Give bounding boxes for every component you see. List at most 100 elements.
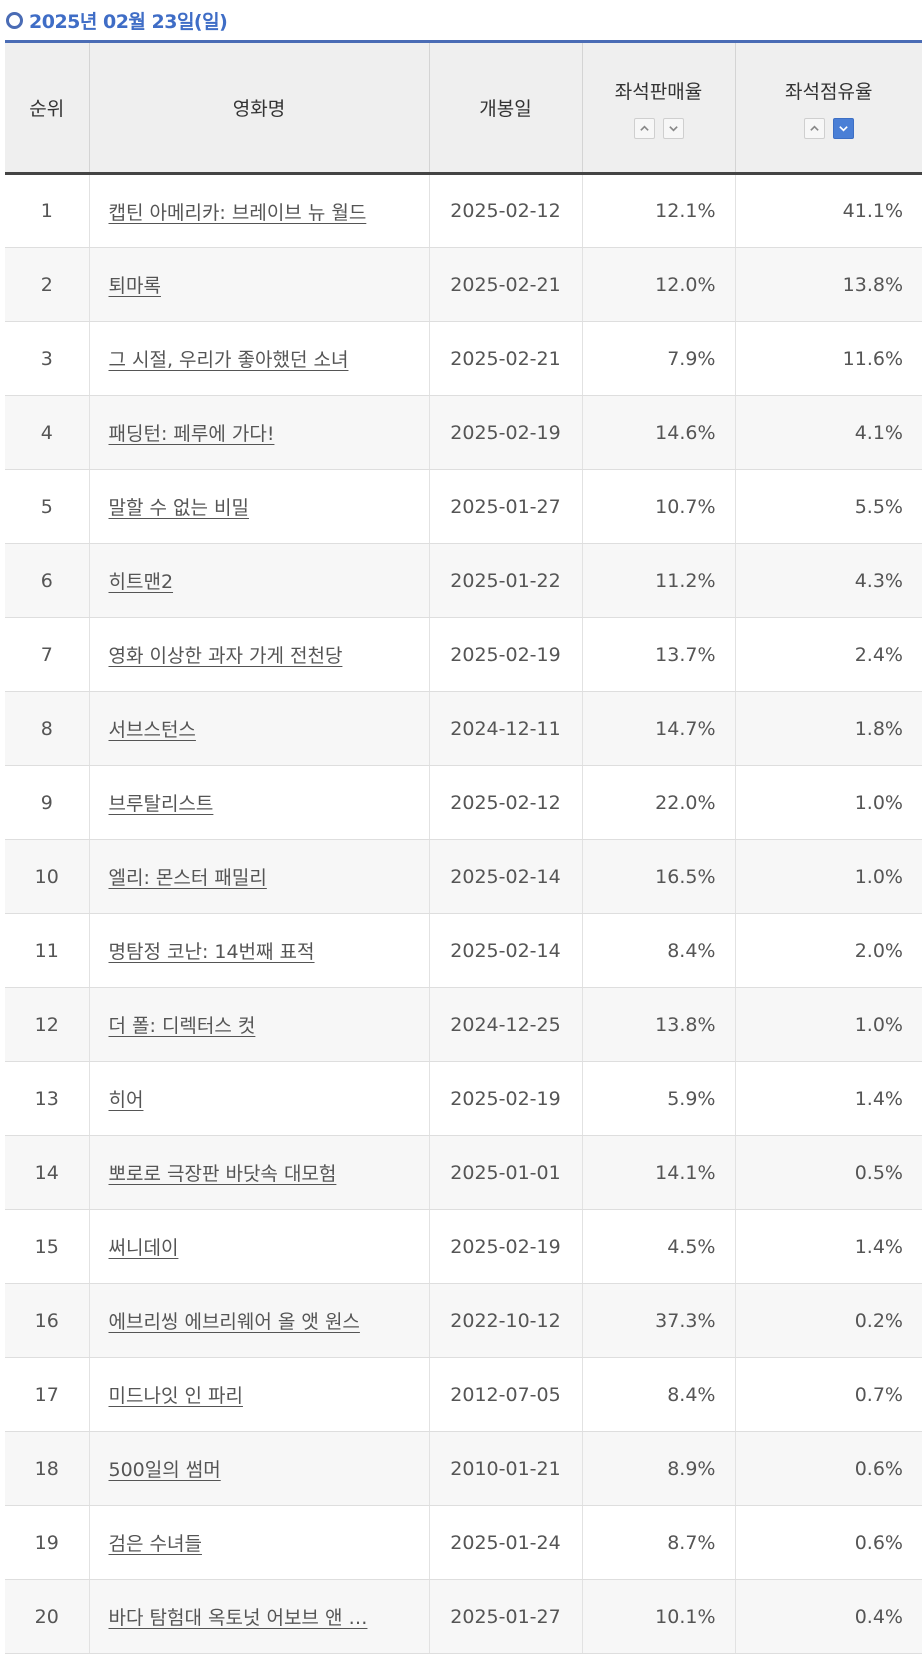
- seat-sales-cell: 14.1%: [581, 1135, 735, 1210]
- movie-title-link[interactable]: 검은 수녀들: [108, 1533, 202, 1555]
- chevron-down-icon: [838, 125, 848, 132]
- table-header-row: 순위 영화명 개봉일 좌석판매율 좌석점유율: [5, 40, 922, 175]
- movie-title-cell: 미드나잇 인 파리: [88, 1357, 429, 1432]
- seat-share-cell: 0.2%: [734, 1283, 922, 1358]
- seat-sales-cell: 7.9%: [581, 321, 735, 396]
- rank-cell: 4: [5, 395, 89, 470]
- rank-cell: 9: [5, 765, 89, 840]
- table-row: 12 더 폴: 디렉터스 컷 2024-12-25 13.8% 1.0%: [5, 987, 922, 1062]
- seat-share-cell: 4.1%: [734, 395, 922, 470]
- movie-title-link[interactable]: 명탐정 코난: 14번째 표적: [108, 941, 315, 963]
- table-row: 11 명탐정 코난: 14번째 표적 2025-02-14 8.4% 2.0%: [5, 913, 922, 988]
- movie-title-link[interactable]: 그 시절, 우리가 좋아했던 소녀: [108, 349, 349, 371]
- movie-title-link[interactable]: 뽀로로 극장판 바닷속 대모험: [108, 1163, 337, 1185]
- movie-title-link[interactable]: 영화 이상한 과자 가게 전천당: [108, 645, 343, 667]
- seat-share-sort-ascending-button[interactable]: [803, 117, 825, 139]
- movie-title-link[interactable]: 엘리: 몬스터 패밀리: [108, 867, 267, 889]
- movie-title-cell: 히트맨2: [88, 543, 429, 618]
- date-header: 2025년 02월 23일(일): [0, 0, 922, 40]
- movie-title-link[interactable]: 말할 수 없는 비밀: [108, 497, 249, 519]
- movie-title-link[interactable]: 바다 탐험대 옥토넛 어보브 앤 …: [108, 1607, 368, 1629]
- movie-title-link[interactable]: 브루탈리스트: [108, 793, 214, 815]
- seat-share-cell: 0.7%: [734, 1357, 922, 1432]
- rank-cell: 2: [5, 247, 89, 322]
- table-row: 17 미드나잇 인 파리 2012-07-05 8.4% 0.7%: [5, 1357, 922, 1432]
- release-date-cell: 2025-02-21: [428, 247, 582, 322]
- title-header: 영화명: [88, 40, 429, 175]
- release-date-cell: 2025-02-19: [428, 617, 582, 692]
- seat-share-cell: 4.3%: [734, 543, 922, 618]
- movie-title-link[interactable]: 더 폴: 디렉터스 컷: [108, 1015, 256, 1037]
- seat-share-cell: 2.4%: [734, 617, 922, 692]
- seat-sales-cell: 8.4%: [581, 1357, 735, 1432]
- seat-share-sort-descending-button[interactable]: [832, 117, 854, 139]
- seat-sales-header-label: 좌석판매율: [614, 80, 703, 103]
- seat-sales-sort-descending-button[interactable]: [662, 117, 684, 139]
- seat-share-cell: 11.6%: [734, 321, 922, 396]
- seat-sales-cell: 37.3%: [581, 1283, 735, 1358]
- movie-title-cell: 명탐정 코난: 14번째 표적: [88, 913, 429, 988]
- movie-title-link[interactable]: 500일의 썸머: [108, 1459, 221, 1481]
- table-row: 9 브루탈리스트 2025-02-12 22.0% 1.0%: [5, 765, 922, 840]
- movie-title-cell: 에브리씽 에브리웨어 올 앳 원스: [88, 1283, 429, 1358]
- movie-title-link[interactable]: 퇴마록: [108, 275, 161, 297]
- seat-share-cell: 1.4%: [734, 1209, 922, 1284]
- rank-cell: 19: [5, 1505, 89, 1580]
- table-row: 19 검은 수녀들 2025-01-24 8.7% 0.6%: [5, 1505, 922, 1580]
- table-row: 10 엘리: 몬스터 패밀리 2025-02-14 16.5% 1.0%: [5, 839, 922, 914]
- movie-title-link[interactable]: 써니데이: [108, 1237, 179, 1259]
- movie-title-link[interactable]: 히트맨2: [108, 571, 174, 593]
- table-row: 3 그 시절, 우리가 좋아했던 소녀 2025-02-21 7.9% 11.6%: [5, 321, 922, 396]
- movie-title-link[interactable]: 캡틴 아메리카: 브레이브 뉴 월드: [108, 201, 367, 224]
- seat-sales-cell: 13.8%: [581, 987, 735, 1062]
- rank-cell: 13: [5, 1061, 89, 1136]
- table-row: 1 캡틴 아메리카: 브레이브 뉴 월드 2025-02-12 12.1% 41.1%: [5, 173, 922, 248]
- rank-cell: 1: [5, 173, 89, 248]
- seat-share-cell: 1.4%: [734, 1061, 922, 1136]
- seat-share-header: 좌석점유율: [734, 40, 922, 175]
- rank-header: 순위: [5, 40, 89, 175]
- seat-sales-cell: 8.9%: [581, 1431, 735, 1506]
- movie-title-link[interactable]: 패딩턴: 페루에 가다!: [108, 423, 275, 445]
- movie-title-cell: 브루탈리스트: [88, 765, 429, 840]
- table-row: 7 영화 이상한 과자 가게 전천당 2025-02-19 13.7% 2.4%: [5, 617, 922, 692]
- rank-cell: 10: [5, 839, 89, 914]
- chevron-down-icon: [668, 125, 678, 132]
- seat-share-cell: 5.5%: [734, 469, 922, 544]
- release-date-cell: 2025-02-21: [428, 321, 582, 396]
- rank-cell: 16: [5, 1283, 89, 1358]
- seat-share-cell: 0.5%: [734, 1135, 922, 1210]
- release-date-cell: 2024-12-11: [428, 691, 582, 766]
- release-date-cell: 2010-01-21: [428, 1431, 582, 1506]
- rank-cell: 17: [5, 1357, 89, 1432]
- box-office-table: 순위 영화명 개봉일 좌석판매율 좌석점유율: [5, 40, 922, 1654]
- table-row: 14 뽀로로 극장판 바닷속 대모험 2025-01-01 14.1% 0.5%: [5, 1135, 922, 1210]
- seat-share-cell: 1.0%: [734, 987, 922, 1062]
- rank-cell: 6: [5, 543, 89, 618]
- movie-title-cell: 써니데이: [88, 1209, 429, 1284]
- table-row: 13 히어 2025-02-19 5.9% 1.4%: [5, 1061, 922, 1136]
- movie-title-cell: 퇴마록: [88, 247, 429, 322]
- seat-sales-cell: 8.4%: [581, 913, 735, 988]
- seat-sales-cell: 14.7%: [581, 691, 735, 766]
- movie-title-link[interactable]: 서브스턴스: [108, 719, 196, 741]
- movie-title-cell: 말할 수 없는 비밀: [88, 469, 429, 544]
- seat-sales-cell: 22.0%: [581, 765, 735, 840]
- seat-sales-cell: 11.2%: [581, 543, 735, 618]
- seat-sales-sort-ascending-button[interactable]: [633, 117, 655, 139]
- movie-title-cell: 엘리: 몬스터 패밀리: [88, 839, 429, 914]
- table-row: 6 히트맨2 2025-01-22 11.2% 4.3%: [5, 543, 922, 618]
- table-body: 1 캡틴 아메리카: 브레이브 뉴 월드 2025-02-12 12.1% 41.1% 2…: [5, 173, 922, 1654]
- rank-cell: 11: [5, 913, 89, 988]
- movie-title-cell: 영화 이상한 과자 가게 전천당: [88, 617, 429, 692]
- release-date-cell: 2025-02-14: [428, 913, 582, 988]
- seat-sales-header: 좌석판매율: [581, 40, 735, 175]
- seat-share-cell: 1.0%: [734, 765, 922, 840]
- release-date-cell: 2025-01-27: [428, 1579, 582, 1654]
- movie-title-link[interactable]: 히어: [108, 1089, 144, 1111]
- rank-cell: 12: [5, 987, 89, 1062]
- release-date-header: 개봉일: [428, 40, 582, 175]
- movie-title-link[interactable]: 에브리씽 에브리웨어 올 앳 원스: [108, 1311, 360, 1333]
- movie-title-link[interactable]: 미드나잇 인 파리: [108, 1385, 243, 1407]
- movie-title-cell: 500일의 썸머: [88, 1431, 429, 1506]
